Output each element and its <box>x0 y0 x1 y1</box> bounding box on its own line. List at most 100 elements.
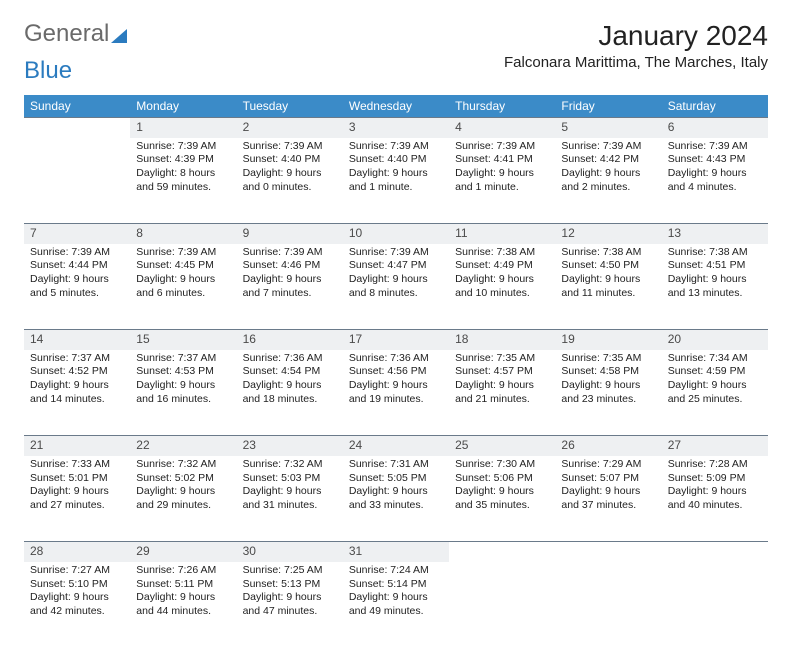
day-number-cell: 21 <box>24 436 130 456</box>
sunrise-text: Sunrise: 7:39 AM <box>455 140 549 154</box>
sunset-text: Sunset: 5:01 PM <box>30 472 124 486</box>
day-number-cell: 7 <box>24 224 130 244</box>
sunrise-text: Sunrise: 7:38 AM <box>455 246 549 260</box>
sunset-text: Sunset: 5:03 PM <box>243 472 337 486</box>
sunrise-text: Sunrise: 7:31 AM <box>349 458 443 472</box>
sunrise-text: Sunrise: 7:35 AM <box>455 352 549 366</box>
day-number-cell: 23 <box>237 436 343 456</box>
day-content-cell <box>24 138 130 224</box>
sunrise-text: Sunrise: 7:38 AM <box>561 246 655 260</box>
sunrise-text: Sunrise: 7:33 AM <box>30 458 124 472</box>
daylight-text: Daylight: 9 hours and 25 minutes. <box>668 379 762 406</box>
day-number-cell: 20 <box>662 330 768 350</box>
sunrise-text: Sunrise: 7:37 AM <box>136 352 230 366</box>
day-number-cell: 31 <box>343 542 449 562</box>
daylight-text: Daylight: 9 hours and 23 minutes. <box>561 379 655 406</box>
sunrise-text: Sunrise: 7:37 AM <box>30 352 124 366</box>
sunset-text: Sunset: 4:50 PM <box>561 259 655 273</box>
sunrise-text: Sunrise: 7:36 AM <box>243 352 337 366</box>
day-number-cell: 26 <box>555 436 661 456</box>
daylight-text: Daylight: 9 hours and 1 minute. <box>455 167 549 194</box>
day-number-cell: 10 <box>343 224 449 244</box>
day-number-cell: 4 <box>449 118 555 138</box>
day-content-row: Sunrise: 7:33 AMSunset: 5:01 PM Daylight:… <box>24 456 768 542</box>
daylight-text: Daylight: 9 hours and 37 minutes. <box>561 485 655 512</box>
daylight-text: Daylight: 9 hours and 5 minutes. <box>30 273 124 300</box>
title-block: January 2024 Falconara Marittima, The Ma… <box>504 20 768 71</box>
day-content-cell: Sunrise: 7:25 AMSunset: 5:13 PMDaylight:… <box>237 562 343 648</box>
day-content-cell: Sunrise: 7:35 AMSunset: 4:57 PMDaylight:… <box>449 350 555 436</box>
day-content-cell: Sunrise: 7:30 AMSunset: 5:06 PMDaylight:… <box>449 456 555 542</box>
sunset-text: Sunset: 5:14 PM <box>349 578 443 592</box>
sunrise-text: Sunrise: 7:29 AM <box>561 458 655 472</box>
sunrise-text: Sunrise: 7:28 AM <box>668 458 762 472</box>
sunrise-text: Sunrise: 7:39 AM <box>30 246 124 260</box>
day-content-row: Sunrise: 7:27 AMSunset: 5:10 PMDaylight:… <box>24 562 768 648</box>
sunrise-text: Sunrise: 7:38 AM <box>668 246 762 260</box>
day-number-row: 28293031 <box>24 542 768 562</box>
day-number-row: 123456 <box>24 118 768 138</box>
day-number-cell <box>24 118 130 138</box>
daylight-text: Daylight: 9 hours and 1 minute. <box>349 167 443 194</box>
day-content-cell: Sunrise: 7:36 AMSunset: 4:56 PMDaylight:… <box>343 350 449 436</box>
sunrise-text: Sunrise: 7:39 AM <box>561 140 655 154</box>
day-content-cell: Sunrise: 7:31 AMSunset: 5:05 PMDaylight:… <box>343 456 449 542</box>
daylight-text: Daylight: 9 hours and 47 minutes. <box>243 591 337 618</box>
day-content-cell: Sunrise: 7:39 AMSunset: 4:39 PMDaylight:… <box>130 138 236 224</box>
sunset-text: Sunset: 4:54 PM <box>243 365 337 379</box>
location: Falconara Marittima, The Marches, Italy <box>504 54 768 71</box>
daylight-text: Daylight: 9 hours and 33 minutes. <box>349 485 443 512</box>
day-content-row: Sunrise: 7:39 AMSunset: 4:44 PMDaylight:… <box>24 244 768 330</box>
weekday-header: Tuesday <box>237 95 343 118</box>
sunset-text: Sunset: 5:09 PM <box>668 472 762 486</box>
day-number-cell: 6 <box>662 118 768 138</box>
daylight-text: Daylight: 8 hours and 59 minutes. <box>136 167 230 194</box>
sunrise-text: Sunrise: 7:39 AM <box>349 140 443 154</box>
sunset-text: Sunset: 5:13 PM <box>243 578 337 592</box>
day-number-row: 78910111213 <box>24 224 768 244</box>
sunset-text: Sunset: 4:40 PM <box>243 153 337 167</box>
day-number-cell: 5 <box>555 118 661 138</box>
day-content-cell: Sunrise: 7:38 AMSunset: 4:49 PMDaylight:… <box>449 244 555 330</box>
day-number-cell: 1 <box>130 118 236 138</box>
sunrise-text: Sunrise: 7:36 AM <box>349 352 443 366</box>
day-content-cell: Sunrise: 7:39 AMSunset: 4:40 PMDaylight:… <box>237 138 343 224</box>
sunset-text: Sunset: 4:56 PM <box>349 365 443 379</box>
day-content-cell: Sunrise: 7:34 AMSunset: 4:59 PMDaylight:… <box>662 350 768 436</box>
day-content-cell: Sunrise: 7:32 AMSunset: 5:02 PMDaylight:… <box>130 456 236 542</box>
logo-text-blue: Blue <box>24 57 72 84</box>
sunrise-text: Sunrise: 7:39 AM <box>136 246 230 260</box>
daylight-text: Daylight: 9 hours and 44 minutes. <box>136 591 230 618</box>
month-title: January 2024 <box>504 20 768 52</box>
sunrise-text: Sunrise: 7:39 AM <box>243 140 337 154</box>
day-content-cell: Sunrise: 7:33 AMSunset: 5:01 PMDaylight:… <box>24 456 130 542</box>
logo: General <box>24 20 127 48</box>
daylight-text: Daylight: 9 hours and 0 minutes. <box>243 167 337 194</box>
day-number-cell: 15 <box>130 330 236 350</box>
sunset-text: Sunset: 4:44 PM <box>30 259 124 273</box>
daylight-text: Daylight: 9 hours and 11 minutes. <box>561 273 655 300</box>
sunrise-text: Sunrise: 7:26 AM <box>136 564 230 578</box>
day-number-cell: 29 <box>130 542 236 562</box>
day-number-cell: 22 <box>130 436 236 456</box>
sunset-text: Sunset: 4:52 PM <box>30 365 124 379</box>
sunset-text: Sunset: 4:47 PM <box>349 259 443 273</box>
sunrise-text: Sunrise: 7:39 AM <box>136 140 230 154</box>
day-number-cell: 19 <box>555 330 661 350</box>
weekday-header-row: SundayMondayTuesdayWednesdayThursdayFrid… <box>24 95 768 118</box>
day-number-cell <box>449 542 555 562</box>
day-number-cell: 17 <box>343 330 449 350</box>
sunset-text: Sunset: 5:02 PM <box>136 472 230 486</box>
day-content-cell: Sunrise: 7:37 AMSunset: 4:53 PMDaylight:… <box>130 350 236 436</box>
day-content-cell: Sunrise: 7:39 AMSunset: 4:46 PMDaylight:… <box>237 244 343 330</box>
day-content-cell: Sunrise: 7:29 AMSunset: 5:07 PMDaylight:… <box>555 456 661 542</box>
calendar-table: SundayMondayTuesdayWednesdayThursdayFrid… <box>24 95 768 648</box>
day-content-cell: Sunrise: 7:39 AMSunset: 4:44 PMDaylight:… <box>24 244 130 330</box>
sunrise-text: Sunrise: 7:39 AM <box>668 140 762 154</box>
sunset-text: Sunset: 5:10 PM <box>30 578 124 592</box>
day-number-cell: 28 <box>24 542 130 562</box>
day-number-cell: 13 <box>662 224 768 244</box>
daylight-text: Daylight: 9 hours and 4 minutes. <box>668 167 762 194</box>
weekday-header: Wednesday <box>343 95 449 118</box>
day-content-cell: Sunrise: 7:36 AMSunset: 4:54 PMDaylight:… <box>237 350 343 436</box>
